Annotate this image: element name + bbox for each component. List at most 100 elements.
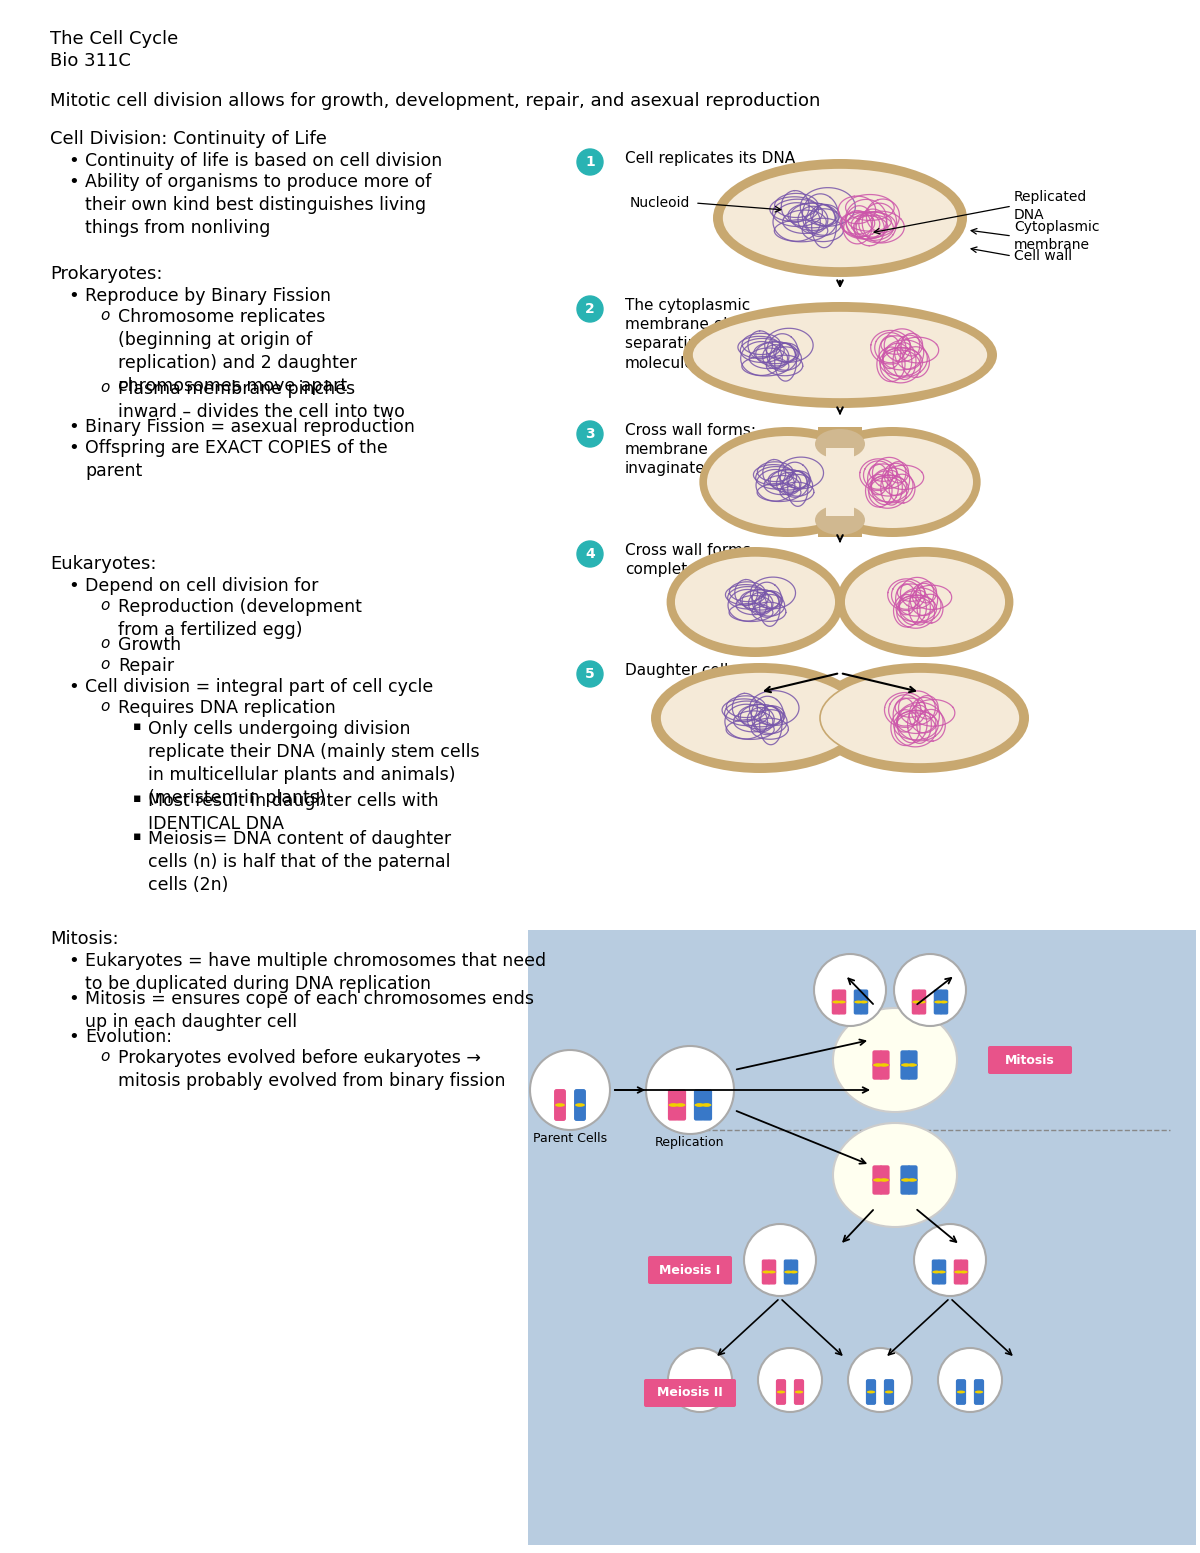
FancyBboxPatch shape [838,989,846,1003]
FancyBboxPatch shape [702,1089,712,1107]
FancyBboxPatch shape [960,1270,968,1284]
FancyBboxPatch shape [956,1390,966,1405]
Circle shape [744,1224,816,1297]
Text: Daughter cells: Daughter cells [625,663,737,679]
Ellipse shape [866,1390,875,1393]
FancyBboxPatch shape [554,1103,566,1121]
Ellipse shape [932,1270,940,1273]
Ellipse shape [954,1270,967,1273]
Text: 1: 1 [586,155,595,169]
FancyBboxPatch shape [574,1089,586,1107]
Ellipse shape [776,1390,785,1393]
Ellipse shape [791,1270,798,1273]
Ellipse shape [820,672,1020,764]
FancyBboxPatch shape [880,1050,889,1067]
Ellipse shape [833,1123,958,1227]
Ellipse shape [845,556,1006,648]
FancyBboxPatch shape [676,1089,686,1107]
Text: •: • [68,172,79,191]
Text: o: o [100,380,109,394]
Ellipse shape [811,663,1030,773]
Circle shape [530,1050,610,1131]
Ellipse shape [668,1104,685,1106]
Text: Cross wall forms
completely: Cross wall forms completely [625,544,751,578]
FancyBboxPatch shape [934,1000,942,1014]
Ellipse shape [804,427,980,537]
Text: Continuity of life is based on cell division: Continuity of life is based on cell divi… [85,152,443,169]
Ellipse shape [815,429,865,460]
Ellipse shape [839,1000,846,1003]
Text: Most result in daughter cells with
IDENTICAL DNA: Most result in daughter cells with IDENT… [148,792,439,832]
Ellipse shape [695,1103,703,1107]
FancyBboxPatch shape [988,1047,1072,1075]
FancyBboxPatch shape [931,1270,941,1284]
FancyBboxPatch shape [954,1259,962,1273]
FancyBboxPatch shape [574,1103,586,1121]
Text: Repair: Repair [118,657,174,676]
Text: o: o [100,1048,109,1064]
Circle shape [914,1224,986,1297]
Circle shape [894,954,966,1027]
Ellipse shape [941,1000,948,1003]
Text: •: • [68,439,79,457]
Text: •: • [68,578,79,595]
Ellipse shape [854,1000,868,1003]
FancyBboxPatch shape [859,989,869,1003]
Ellipse shape [836,547,1014,657]
FancyBboxPatch shape [872,1177,883,1194]
FancyBboxPatch shape [826,447,854,516]
Ellipse shape [860,1000,868,1003]
FancyBboxPatch shape [704,1390,714,1405]
Ellipse shape [650,663,869,773]
FancyBboxPatch shape [676,1103,686,1121]
FancyBboxPatch shape [900,1050,911,1067]
FancyBboxPatch shape [954,1270,962,1284]
Ellipse shape [908,1179,917,1182]
Ellipse shape [704,1390,713,1393]
FancyBboxPatch shape [768,1259,776,1273]
FancyBboxPatch shape [704,1379,714,1395]
Text: Cell Division: Continuity of Life: Cell Division: Continuity of Life [50,130,326,148]
Text: Binary Fission = asexual reproduction: Binary Fission = asexual reproduction [85,418,415,436]
Circle shape [848,1348,912,1412]
FancyBboxPatch shape [900,1062,911,1079]
FancyBboxPatch shape [668,1103,678,1121]
FancyBboxPatch shape [866,1390,876,1405]
Ellipse shape [833,1000,840,1003]
FancyBboxPatch shape [907,1177,918,1194]
FancyBboxPatch shape [554,1089,566,1107]
FancyBboxPatch shape [784,1270,792,1284]
FancyBboxPatch shape [884,1379,894,1395]
FancyBboxPatch shape [880,1062,889,1079]
Ellipse shape [575,1103,584,1107]
FancyBboxPatch shape [918,1000,926,1014]
Ellipse shape [713,158,967,276]
Text: Growth: Growth [118,637,181,654]
Ellipse shape [811,436,973,528]
FancyBboxPatch shape [776,1390,786,1405]
Ellipse shape [833,1000,846,1003]
Ellipse shape [677,1103,685,1107]
Ellipse shape [874,1064,889,1067]
Text: o: o [100,307,109,323]
Text: Mitotic cell division allows for growth, development, repair, and asexual reprod: Mitotic cell division allows for growth,… [50,92,821,110]
FancyBboxPatch shape [912,989,920,1003]
Text: Requires DNA replication: Requires DNA replication [118,699,336,717]
FancyBboxPatch shape [832,989,840,1003]
Text: Depend on cell division for: Depend on cell division for [85,578,318,595]
FancyBboxPatch shape [934,989,942,1003]
FancyBboxPatch shape [686,1390,696,1405]
Ellipse shape [686,1390,695,1393]
Text: Only cells undergoing division
replicate their DNA (mainly stem cells
in multice: Only cells undergoing division replicate… [148,721,480,806]
Text: Cross wall forms;
membrane
invaginates: Cross wall forms; membrane invaginates [625,422,756,477]
Circle shape [577,297,604,321]
Text: Prokaryotes evolved before eukaryotes →
mitosis probably evolved from binary fis: Prokaryotes evolved before eukaryotes → … [118,1048,505,1090]
Text: •: • [68,152,79,169]
Circle shape [577,540,604,567]
FancyBboxPatch shape [872,1062,883,1079]
FancyBboxPatch shape [686,1379,696,1395]
Ellipse shape [881,1064,889,1067]
FancyBboxPatch shape [900,1165,911,1182]
Ellipse shape [683,301,997,408]
Ellipse shape [960,1270,967,1273]
